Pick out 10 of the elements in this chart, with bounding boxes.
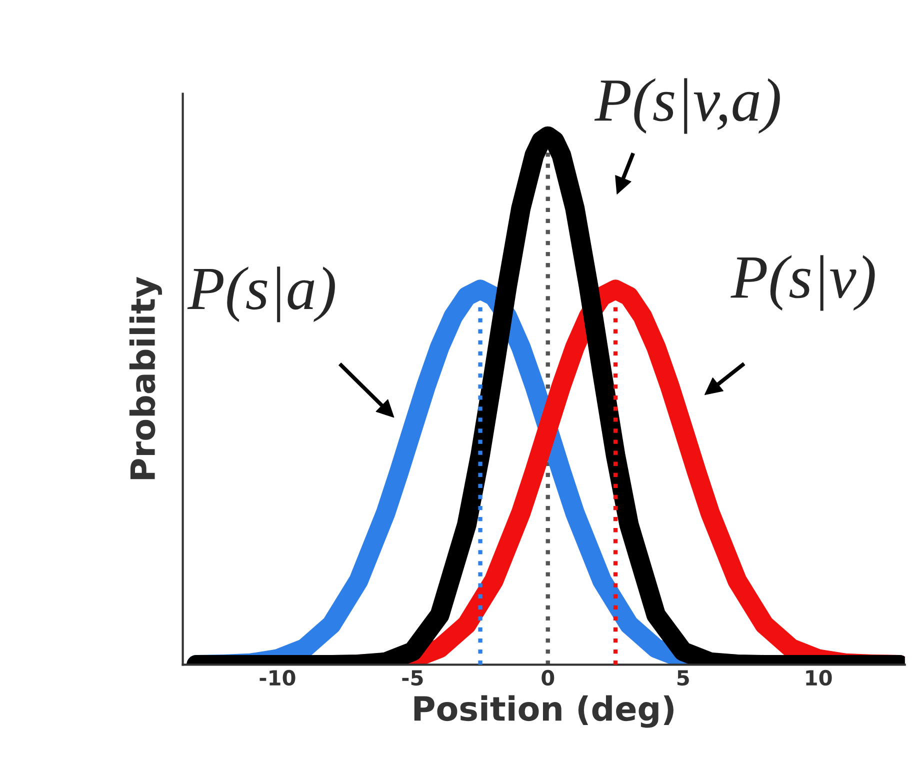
x-tick-label: 0 — [542, 670, 554, 686]
y-axis-title: Probability — [129, 276, 162, 480]
x-axis-title: Position (deg) — [414, 695, 674, 728]
text: P(s|v,a) — [594, 78, 780, 134]
x-tick-label: 10 — [806, 670, 832, 686]
x-tick-label: -10 — [260, 670, 296, 686]
annotation: P(s|v) — [730, 255, 875, 311]
x-tick-label: 5 — [677, 670, 689, 686]
x-tick-label: -5 — [402, 670, 423, 686]
annotation: P(s|a) — [187, 266, 335, 322]
